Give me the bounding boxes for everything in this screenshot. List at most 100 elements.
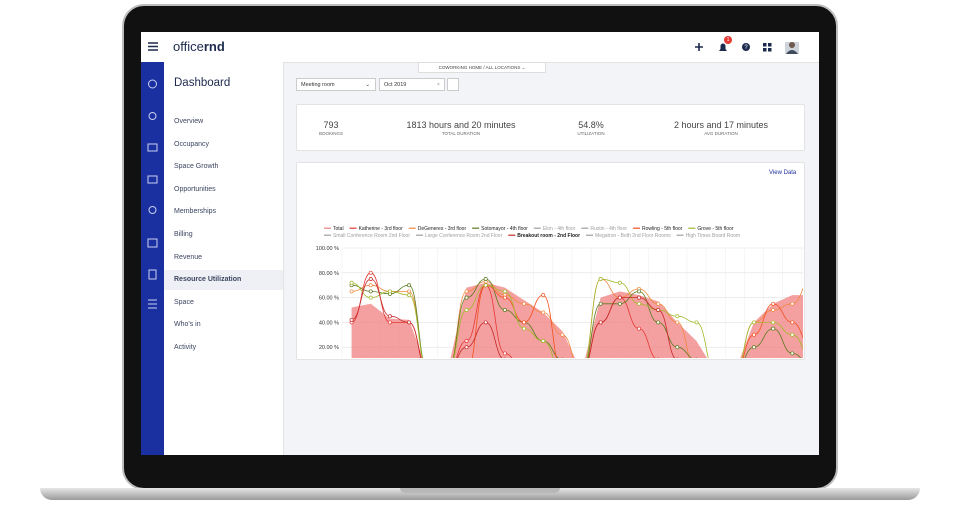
legend-label[interactable]: Grove - 5th floor (697, 226, 733, 232)
logo[interactable]: officernd (173, 39, 225, 54)
point (637, 326, 641, 331)
help-glyph: ? (744, 45, 748, 51)
y-tick-label: 60.00 % (319, 296, 339, 302)
stat: 2 hours and 17 minutes AVG DURATION (651, 120, 791, 136)
stat-value: 54.8% (578, 120, 604, 130)
resource-select[interactable]: Meeting room ⌄ (296, 78, 376, 91)
point (464, 295, 469, 300)
point (675, 345, 680, 350)
nav-item[interactable]: Memberships (174, 208, 217, 216)
point (522, 320, 526, 325)
stat-value: 1813 hours and 20 minutes (406, 120, 516, 130)
sidebar-title: Dashboard (174, 77, 231, 89)
point (771, 308, 776, 312)
line (351, 278, 676, 358)
point (790, 320, 795, 325)
chart: 0102030405060708091011121314151617181920… (316, 226, 803, 358)
point (694, 320, 699, 325)
y-tick-label: 40.00 % (319, 320, 339, 326)
laptop-base (40, 488, 920, 500)
nav-item[interactable]: Billing (174, 231, 193, 238)
logo-suffix: rnd (203, 39, 225, 54)
nav-item[interactable]: Space (174, 298, 194, 306)
nav-item[interactable]: Occupancy (174, 140, 210, 148)
menu-icon[interactable] (148, 42, 158, 51)
nav-item[interactable]: Who's in (174, 321, 201, 329)
point (464, 339, 469, 343)
area (351, 282, 803, 358)
top-bar: officernd ? 1 (141, 32, 819, 63)
point (656, 308, 661, 312)
legend-label[interactable]: Large Conference Room 2nd Floor (425, 233, 503, 239)
legend-label[interactable]: Katherine - 3rd floor (359, 226, 404, 232)
point (464, 345, 469, 350)
avatar-head (789, 42, 795, 48)
view-data-link[interactable]: View Data (769, 170, 797, 176)
point (541, 293, 546, 298)
notification-badge: 1 (724, 36, 732, 44)
point (771, 326, 776, 331)
icon-rail (141, 62, 164, 455)
nav-item[interactable]: Activity (174, 344, 197, 351)
point (349, 317, 354, 322)
point (368, 289, 373, 294)
point (771, 301, 776, 306)
point (752, 320, 756, 325)
point (407, 289, 412, 294)
point (522, 301, 526, 306)
screen: officernd ? 1 Dashboard Overview Occupanc… (141, 32, 819, 455)
point (675, 320, 680, 325)
stat: 54.8% UTILIZATION (521, 120, 661, 136)
point (617, 295, 622, 300)
point (560, 332, 565, 337)
apps-icon[interactable] (763, 43, 772, 52)
point (637, 301, 641, 306)
legend-label[interactable]: DeGeneres - 3rd floor (418, 226, 467, 232)
legend-label[interactable]: Rowling - 5th floor (642, 226, 683, 232)
toolbar-icons: ? (695, 42, 799, 54)
bell-icon[interactable] (719, 43, 727, 52)
add-icon[interactable] (695, 43, 703, 51)
resource-value: Meeting room (301, 82, 335, 88)
legend-label[interactable]: High Times Board Room (686, 233, 740, 239)
y-tick-label: 80.00 % (319, 271, 339, 277)
point (598, 320, 603, 325)
point (752, 345, 756, 350)
nav-item[interactable]: Revenue (174, 253, 203, 261)
legend-label[interactable]: Small Conference Room 2nd Floor (333, 233, 410, 239)
breadcrumb[interactable]: COWORKING HOME / ALL LOCATIONS ⌄ (418, 62, 546, 73)
point (617, 301, 622, 306)
stat-value: 2 hours and 17 minutes (673, 120, 769, 130)
clear[interactable]: × (436, 82, 440, 88)
logo-prefix: office (173, 39, 204, 54)
point (656, 301, 661, 306)
legend-label[interactable]: Elon - 4th floor (543, 226, 576, 232)
line (351, 272, 656, 358)
point (656, 320, 661, 325)
legend-label[interactable]: Total (333, 226, 344, 232)
legend-label[interactable]: Sotomayor - 4th floor (481, 226, 528, 232)
point (637, 295, 641, 300)
stat-label: AVG DURATION (704, 131, 738, 136)
nav-item[interactable]: Space Growth (174, 163, 219, 171)
stat: 793 BOOKINGS (261, 120, 401, 136)
point (637, 289, 641, 294)
calendar-button[interactable] (447, 78, 459, 91)
legend-label[interactable]: Breakout room - 2nd Floor (517, 233, 580, 239)
point (483, 283, 488, 288)
y-tick-label: 100.00 % (316, 246, 339, 252)
line (351, 278, 803, 358)
point (502, 308, 507, 312)
nav-item[interactable]: Overview (174, 118, 204, 125)
stat-label: UTILIZATION (577, 131, 605, 136)
period-select[interactable]: Oct 2019 × (379, 78, 445, 91)
help-icon[interactable] (742, 43, 750, 51)
nav-item[interactable]: Opportunities (174, 185, 216, 193)
nav-item[interactable]: Resource Utilization (164, 270, 283, 291)
y-tick-label: 20.00 % (319, 345, 339, 351)
legend-label[interactable]: Megatron - Both 2nd Floor Rooms (595, 233, 671, 239)
stat: 1813 hours and 20 minutes TOTAL DURATION (391, 120, 531, 136)
point (349, 289, 354, 294)
legend-label[interactable]: Rustin - 4th floor (590, 226, 627, 232)
